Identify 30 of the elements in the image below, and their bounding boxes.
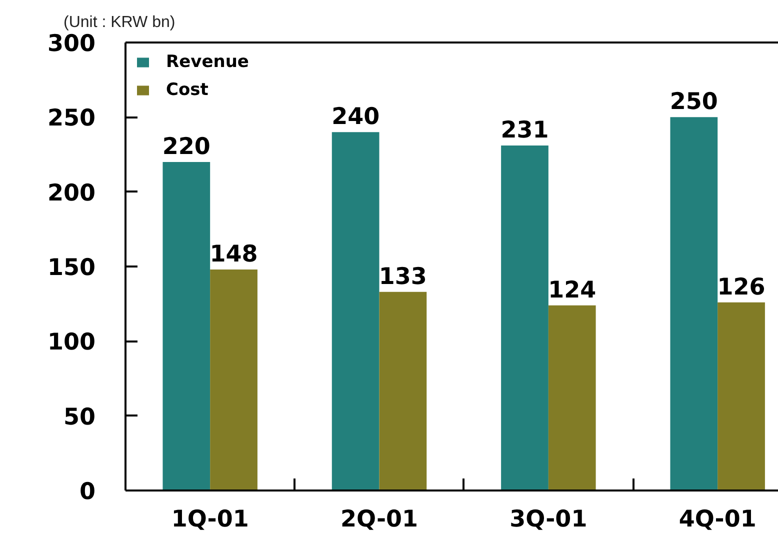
bar (379, 292, 427, 490)
bar (548, 305, 596, 490)
x-tick-label: 4Q-01 (678, 506, 756, 532)
y-tick-label: 100 (47, 330, 96, 356)
legend-label: Cost (166, 80, 208, 100)
bar (670, 117, 718, 490)
y-tick-label: 0 (79, 479, 96, 505)
x-tick-label: 1Q-01 (171, 506, 249, 532)
y-tick-label: 200 (47, 180, 96, 206)
data-label: 133 (378, 264, 427, 290)
y-tick-label: 50 (63, 404, 96, 430)
bar (718, 302, 765, 490)
bar (501, 146, 548, 490)
bar (210, 269, 258, 490)
legend-label: Revenue (166, 52, 249, 72)
text: (Unit : KRW bn) (64, 14, 176, 31)
bar (162, 162, 210, 490)
bar (332, 132, 380, 490)
data-label: 231 (500, 118, 549, 144)
data-label: 240 (332, 104, 380, 130)
y-tick-label: 250 (47, 106, 96, 132)
data-label: 220 (162, 134, 210, 160)
y-tick-label: 300 (47, 31, 96, 57)
x-tick-label: 3Q-01 (510, 506, 588, 532)
data-label: 250 (670, 89, 718, 116)
x-tick-label: 2Q-01 (340, 506, 418, 532)
data-label: 148 (210, 241, 258, 268)
data-label: 126 (717, 274, 766, 300)
data-label: 124 (548, 277, 596, 304)
y-tick-label: 150 (47, 255, 96, 281)
